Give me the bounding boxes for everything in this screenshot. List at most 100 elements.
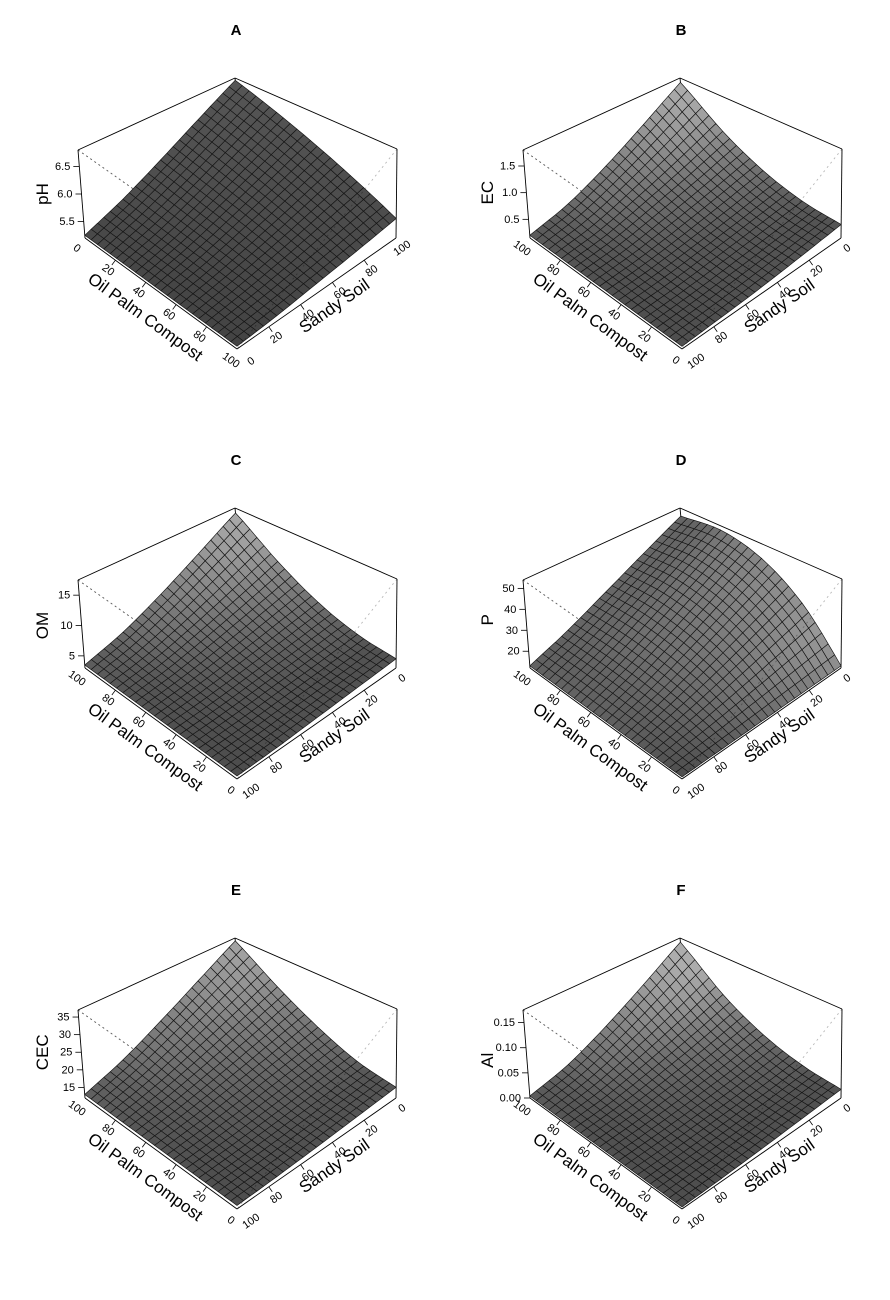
svg-text:60: 60 — [160, 306, 177, 323]
svg-text:40: 40 — [332, 1145, 349, 1162]
svg-text:60: 60 — [575, 284, 592, 301]
svg-text:80: 80 — [545, 692, 562, 709]
svg-text:40: 40 — [504, 604, 516, 616]
svg-text:0.5: 0.5 — [504, 214, 519, 226]
svg-text:20: 20 — [808, 693, 825, 710]
svg-text:0: 0 — [225, 784, 237, 797]
panel-c-letter: C — [230, 452, 242, 469]
svg-text:20: 20 — [268, 329, 285, 346]
svg-text:20: 20 — [363, 693, 380, 710]
svg-text:20: 20 — [808, 1123, 825, 1140]
svg-text:40: 40 — [160, 1166, 177, 1183]
svg-text:80: 80 — [100, 1122, 117, 1139]
svg-text:50: 50 — [502, 583, 514, 595]
svg-text:20: 20 — [808, 263, 825, 280]
svg-text:40: 40 — [605, 1166, 622, 1183]
svg-text:OM: OM — [33, 612, 52, 639]
svg-text:15: 15 — [58, 590, 70, 602]
svg-text:80: 80 — [363, 263, 380, 280]
svg-text:80: 80 — [545, 262, 562, 279]
svg-text:80: 80 — [268, 1189, 285, 1206]
panel-d-letter: D — [675, 452, 687, 469]
svg-text:0.15: 0.15 — [494, 1017, 515, 1029]
svg-text:0: 0 — [670, 354, 682, 367]
svg-text:6.0: 6.0 — [57, 189, 72, 201]
svg-text:30: 30 — [59, 1029, 71, 1041]
panel-d: 100 80 60 40 20 0 Oil Palm Compost 100 80 60 40 20 0… — [445, 430, 890, 870]
svg-text:20: 20 — [507, 646, 519, 658]
svg-text:0.05: 0.05 — [498, 1067, 519, 1079]
svg-text:20: 20 — [62, 1064, 74, 1076]
panel-a: 0 20 40 60 80 100 Oil Palm Compost 0 20 40 60 80 100… — [0, 0, 445, 440]
svg-text:20: 20 — [636, 758, 653, 775]
svg-text:60: 60 — [300, 737, 317, 754]
svg-text:15: 15 — [63, 1082, 75, 1094]
panel-c: 100 80 60 40 20 0 Oil Palm Compost 100 80 60 40 20 0… — [0, 430, 445, 870]
panel-f: 100 80 60 40 20 0 Oil Palm Compost 100 80 60 40 20 0… — [445, 860, 890, 1300]
svg-text:1.5: 1.5 — [500, 161, 515, 173]
svg-text:100: 100 — [391, 238, 413, 258]
svg-text:0: 0 — [670, 784, 682, 797]
svg-text:0: 0 — [670, 1214, 682, 1227]
svg-text:100: 100 — [511, 238, 533, 258]
svg-text:CEC: CEC — [33, 1034, 52, 1070]
svg-text:1.0: 1.0 — [502, 187, 517, 199]
svg-text:5: 5 — [69, 650, 75, 662]
svg-text:5.5: 5.5 — [59, 216, 74, 228]
svg-text:40: 40 — [777, 715, 794, 732]
svg-text:100: 100 — [66, 1098, 88, 1118]
panel-e-letter: E — [230, 882, 242, 899]
svg-text:20: 20 — [636, 328, 653, 345]
svg-text:0.10: 0.10 — [496, 1042, 517, 1054]
svg-text:80: 80 — [713, 759, 730, 776]
svg-text:6.5: 6.5 — [55, 161, 70, 173]
panel-f-letter: F — [676, 882, 686, 899]
svg-text:25: 25 — [60, 1047, 72, 1059]
svg-text:60: 60 — [575, 714, 592, 731]
panel-b-letter: B — [675, 22, 687, 39]
svg-text:100: 100 — [220, 350, 242, 370]
svg-text:80: 80 — [268, 759, 285, 776]
svg-text:100: 100 — [511, 668, 533, 688]
panel-e: 100 80 60 40 20 0 Oil Palm Compost 100 80 60 40 20 0… — [0, 860, 445, 1300]
svg-text:pH: pH — [33, 183, 52, 205]
svg-text:40: 40 — [605, 306, 622, 323]
svg-text:60: 60 — [745, 737, 762, 754]
svg-text:0.00: 0.00 — [500, 1093, 521, 1105]
svg-text:100: 100 — [685, 781, 707, 801]
svg-text:80: 80 — [545, 1122, 562, 1139]
svg-text:100: 100 — [240, 781, 262, 801]
svg-text:40: 40 — [605, 736, 622, 753]
svg-text:60: 60 — [130, 1144, 147, 1161]
svg-text:EC: EC — [478, 181, 497, 205]
svg-text:80: 80 — [191, 328, 208, 345]
svg-text:0: 0 — [841, 242, 853, 255]
svg-text:20: 20 — [191, 1188, 208, 1205]
svg-text:0: 0 — [71, 242, 83, 255]
svg-text:40: 40 — [332, 715, 349, 732]
svg-text:80: 80 — [713, 329, 730, 346]
svg-text:0: 0 — [396, 672, 408, 685]
svg-text:100: 100 — [66, 668, 88, 688]
svg-text:0: 0 — [245, 355, 257, 368]
svg-text:60: 60 — [745, 307, 762, 324]
svg-text:0: 0 — [396, 1102, 408, 1115]
svg-text:100: 100 — [685, 1211, 707, 1231]
svg-text:20: 20 — [100, 262, 117, 279]
svg-text:0: 0 — [841, 672, 853, 685]
svg-text:40: 40 — [777, 285, 794, 302]
svg-text:0: 0 — [225, 1214, 237, 1227]
svg-text:40: 40 — [160, 736, 177, 753]
svg-text:40: 40 — [130, 284, 147, 301]
svg-text:100: 100 — [240, 1211, 262, 1231]
svg-text:20: 20 — [363, 1123, 380, 1140]
panel-a-letter: A — [230, 22, 242, 39]
svg-text:40: 40 — [300, 307, 317, 324]
